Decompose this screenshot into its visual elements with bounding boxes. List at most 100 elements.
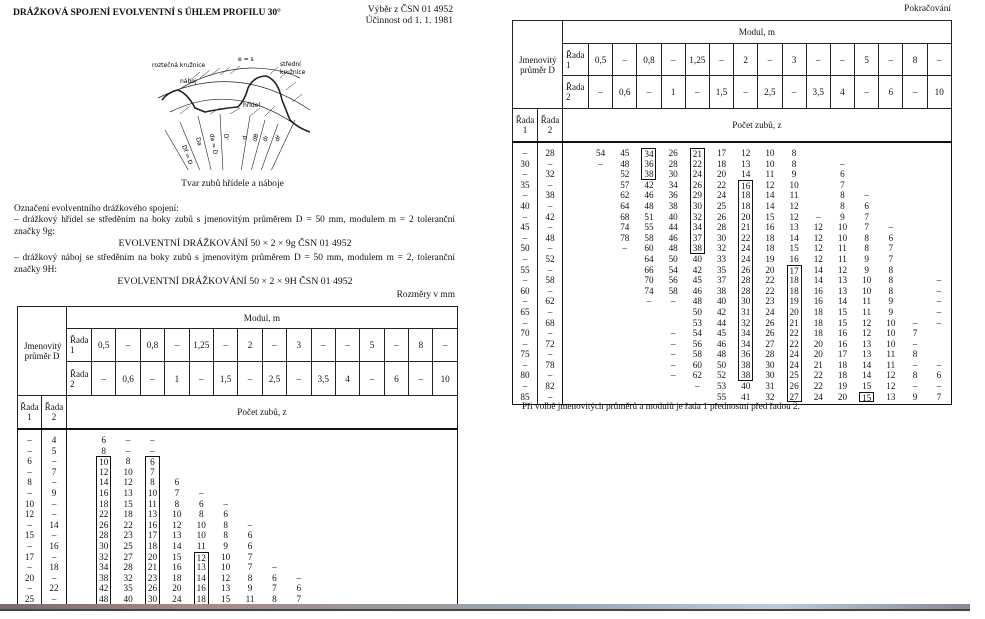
diameter-rada1: –: [512, 275, 538, 286]
teeth-count-cell: [637, 318, 661, 329]
highlighted-teeth-count-value: 18: [144, 540, 160, 552]
teeth-count-cell: 24: [165, 594, 189, 607]
diameter-rada1: 17: [17, 551, 42, 563]
teeth-count-cell: 64: [637, 254, 661, 265]
teeth-count-cell: 40: [685, 254, 709, 265]
teeth-count-cell: 15: [116, 499, 140, 510]
teeth-count-value: 18: [813, 306, 823, 317]
teeth-count-cell: 9: [855, 254, 879, 265]
diameter-rada2: 82: [537, 381, 563, 392]
highlighted-teeth-count-value: 30: [689, 200, 705, 212]
teeth-count-cell: 15: [830, 307, 854, 318]
teeth-count-cell: [409, 509, 433, 520]
table-row: –68 53 44 32 26 21 18 15 12 10– –: [512, 317, 952, 329]
diameter-rada1: 6: [17, 456, 42, 467]
teeth-count-cell: 11: [782, 190, 806, 201]
teeth-count-cell: 6: [213, 509, 237, 520]
teeth-count-cell: 26: [140, 583, 164, 594]
teeth-count-cell: 54: [685, 328, 709, 339]
teeth-count-value: 7: [247, 562, 253, 573]
teeth-count-cell: –: [116, 446, 140, 457]
teeth-count-cell: 14: [758, 201, 782, 212]
teeth-count-cell: [360, 488, 384, 499]
teeth-count-cell: 14: [855, 360, 879, 371]
teeth-count-value: 56: [668, 275, 678, 286]
teeth-count-value: [593, 233, 608, 244]
teeth-count-value: [617, 339, 632, 350]
diameter-rada1: 40: [512, 200, 538, 212]
diameter-rada1: –: [17, 583, 42, 594]
teeth-count-cell: 30: [758, 360, 782, 371]
teeth-count-cell: [927, 328, 951, 339]
teeth-count-value: 9: [840, 211, 845, 222]
highlighted-teeth-count-value: 20: [786, 306, 802, 318]
teeth-count-cell: 41: [734, 392, 758, 405]
teeth-count-cell: 15: [855, 381, 879, 392]
teeth-count-cell: 13: [140, 509, 164, 520]
teeth-count-value: [641, 307, 656, 318]
teeth-count-value: [218, 467, 233, 478]
teeth-count-value: 20: [716, 169, 727, 180]
modul-value: –: [757, 43, 783, 76]
highlighted-teeth-count-value: 26: [96, 519, 112, 531]
teeth-count-cell: [213, 446, 237, 457]
teeth-count-value: –: [936, 285, 942, 296]
teeth-count-cell: 24: [734, 243, 758, 254]
teeth-count-value: [267, 477, 282, 488]
teeth-count-cell: –: [927, 286, 951, 297]
diameter-rada1: 65: [512, 306, 538, 318]
table-row: 70– –54 45 34 26 22 18 16 12 10 7: [512, 328, 952, 339]
teeth-count-cell: 6: [189, 499, 213, 510]
diameter-rada1: 20: [17, 572, 42, 584]
diameter-rada2: –: [41, 593, 67, 607]
teeth-count-cell: 53: [709, 381, 733, 392]
spacer-cell: [563, 381, 589, 392]
teeth-count-cell: 12: [92, 466, 116, 478]
teeth-count-cell: –: [661, 339, 685, 350]
teeth-count-value: 9: [791, 169, 797, 180]
diameter-rada2: –: [41, 456, 67, 467]
teeth-count-value: 12: [813, 222, 823, 233]
teeth-count-cell: [311, 477, 335, 488]
teeth-count-value: [340, 467, 355, 478]
teeth-count-cell: 7: [287, 594, 311, 607]
table-row: –58 70 56 45 37 28 22 18 14 13 10 8–: [512, 275, 952, 286]
teeth-count-value: [883, 212, 898, 223]
teeth-count-value: 26: [765, 328, 775, 339]
teeth-count-cell: 30: [709, 233, 733, 244]
spacer-cell: [563, 275, 589, 286]
mid-circle-label-2: kružnice: [280, 69, 306, 76]
teeth-count-value: [593, 222, 608, 233]
teeth-count-value: 66: [644, 264, 654, 275]
teeth-count-value: 17: [716, 148, 727, 158]
modul-value: 8: [902, 43, 928, 76]
teeth-count-value: [641, 339, 656, 350]
teeth-count-value: 56: [692, 338, 702, 349]
units-note: Rozměry v mm: [396, 290, 455, 300]
teeth-count-cell: 25: [116, 541, 140, 552]
modul-value: 6: [878, 75, 904, 109]
teeth-count-value: [169, 467, 184, 478]
teeth-count-cell: [360, 456, 384, 467]
teeth-count-value: [340, 541, 355, 552]
diameter-rada2: –: [537, 349, 563, 360]
teeth-count-value: [641, 318, 656, 329]
teeth-count-cell: [903, 243, 927, 254]
highlighted-teeth-count-value: 26: [689, 179, 705, 191]
teeth-count-value: 6: [198, 498, 204, 509]
spacer-cell: [67, 477, 92, 488]
teeth-count-cell: [661, 381, 685, 392]
teeth-count-value: [291, 477, 306, 488]
teeth-count-value: [389, 573, 404, 584]
teeth-count-cell: [287, 499, 311, 510]
teeth-count-cell: –: [589, 159, 613, 170]
teeth-count-value: [666, 307, 681, 318]
teeth-count-value: 28: [668, 158, 678, 169]
table-row: 35– 57 42 34 26 22 16 12 10 7: [512, 179, 952, 191]
teeth-count-value: [389, 435, 404, 446]
teeth-count-value: [364, 456, 379, 467]
teeth-count-value: [218, 456, 233, 467]
teeth-count-value: [617, 318, 632, 329]
teeth-count-cell: 52: [613, 169, 637, 180]
teeth-count-cell: 11: [189, 541, 213, 552]
